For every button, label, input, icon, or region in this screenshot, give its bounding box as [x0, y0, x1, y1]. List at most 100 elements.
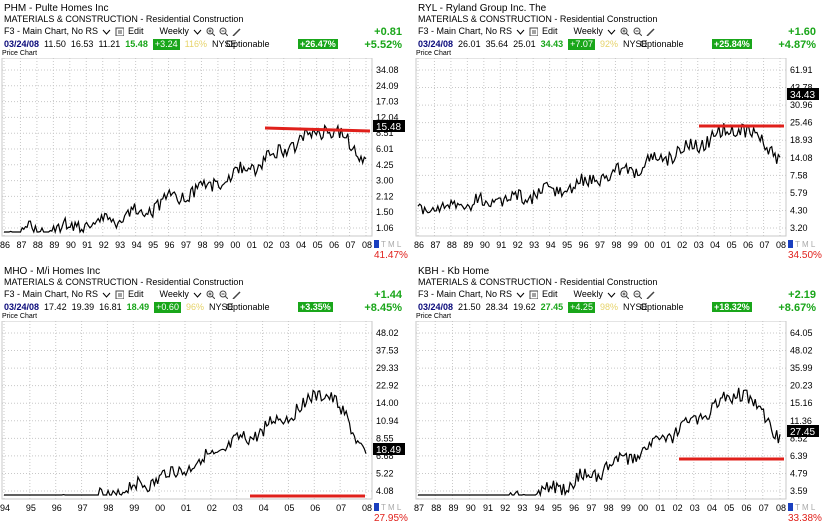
zoom-out-icon[interactable] — [219, 27, 228, 36]
chevron-down-icon[interactable] — [102, 27, 111, 36]
edit-icon[interactable] — [115, 27, 125, 36]
edit-button[interactable]: Edit — [128, 26, 144, 36]
plot-border — [415, 58, 787, 237]
optionable-label: Optionable — [226, 302, 270, 312]
edit-icon[interactable] — [115, 290, 125, 299]
change-badge: +0.60 — [154, 302, 181, 313]
x-tick-label: 04 — [296, 240, 306, 250]
y-tick-label: 37.53 — [376, 346, 399, 356]
tml-label[interactable]: T M L — [795, 240, 816, 249]
x-tick-label: 89 — [463, 240, 473, 250]
x-tick-label: 00 — [155, 503, 165, 513]
zoom-out-icon[interactable] — [219, 290, 228, 299]
chevron-down-icon[interactable] — [193, 27, 202, 36]
chevron-down-icon[interactable] — [193, 290, 202, 299]
zoom-in-icon[interactable] — [620, 27, 629, 36]
time-marker[interactable] — [374, 240, 379, 248]
edit-button[interactable]: Edit — [128, 289, 144, 299]
x-tick-label: 96 — [579, 240, 589, 250]
x-tick-label: 98 — [611, 240, 621, 250]
x-tick-label: 04 — [259, 503, 269, 513]
x-tick-label: 08 — [362, 240, 372, 250]
chart-panel-mho: MHO - M/i Homes Inc MATERIALS & CONSTRUC… — [0, 263, 408, 522]
price-chart: 48.02 37.53 29.33 22.92 14.00 10.94 8.55 6.68 5.… — [0, 321, 408, 522]
quote-low: 16.81 — [99, 302, 122, 312]
chevron-down-icon[interactable] — [516, 27, 525, 36]
x-tick-label: 08 — [776, 503, 786, 513]
x-tick-label: 99 — [628, 240, 638, 250]
x-tick-label: 03 — [690, 503, 700, 513]
sector-label: MATERIALS & CONSTRUCTION - Residential C… — [4, 14, 244, 24]
tml-label[interactable]: T M L — [381, 240, 402, 249]
zoom-out-icon[interactable] — [633, 290, 642, 299]
x-tick-label: 94 — [535, 503, 545, 513]
change-abs: +1.60 — [788, 26, 816, 38]
zoom-out-icon[interactable] — [633, 27, 642, 36]
chart-select[interactable]: F3 - Main Chart, No RS — [418, 26, 513, 36]
edit-icon[interactable] — [529, 290, 539, 299]
y-tick-label: 18.93 — [790, 135, 813, 145]
chevron-down-icon[interactable] — [607, 290, 616, 299]
edit-button[interactable]: Edit — [542, 26, 558, 36]
chevron-down-icon[interactable] — [607, 27, 616, 36]
edit-icon[interactable] — [529, 27, 539, 36]
quote-close: 15.48 — [125, 39, 148, 49]
chart-select[interactable]: F3 - Main Chart, No RS — [4, 26, 99, 36]
chart-select[interactable]: F3 - Main Chart, No RS — [418, 289, 513, 299]
y-tick-label: 8.52 — [790, 433, 808, 443]
x-tick-label: 89 — [448, 503, 458, 513]
x-tick-label: 93 — [529, 240, 539, 250]
x-tick-label: 99 — [214, 240, 224, 250]
ratio-badge: +3.35% — [298, 302, 333, 312]
quote-low: 25.01 — [513, 39, 536, 49]
x-tick-label: 05 — [724, 503, 734, 513]
draw-tool-icon[interactable] — [232, 27, 241, 36]
chevron-down-icon[interactable] — [516, 290, 525, 299]
chevron-down-icon[interactable] — [102, 290, 111, 299]
quote-date: 03/24/08 — [4, 39, 40, 49]
draw-tool-icon[interactable] — [232, 290, 241, 299]
period-select[interactable]: Weekly — [573, 26, 603, 36]
chart-panel-kbh: KBH - Kb Home MATERIALS & CONSTRUCTION -… — [414, 263, 822, 522]
y-tick-label: 8.51 — [376, 128, 394, 138]
period-select[interactable]: Weekly — [159, 26, 189, 36]
draw-tool-icon[interactable] — [646, 290, 655, 299]
panel-header: KBH - Kb Home MATERIALS & CONSTRUCTION -… — [414, 263, 822, 325]
price-chart-label: Price Chart — [2, 313, 38, 320]
x-tick-label: 02 — [207, 503, 217, 513]
time-marker[interactable] — [788, 240, 793, 248]
quote-high: 28.34 — [485, 302, 509, 312]
change-badge: +3.24 — [152, 39, 180, 50]
x-tick-label: 99 — [129, 503, 139, 513]
draw-tool-icon[interactable] — [646, 27, 655, 36]
x-tick-label: 87 — [414, 503, 424, 513]
x-tick-label: 93 — [115, 240, 125, 250]
y-tick-label: 4.30 — [790, 205, 808, 215]
tml-label[interactable]: T M L — [795, 503, 816, 512]
last-price-box — [373, 443, 405, 455]
y-tick-label: 22.92 — [376, 381, 399, 391]
y-tick-label: 5.79 — [790, 188, 808, 198]
price-line — [4, 389, 367, 497]
edit-button[interactable]: Edit — [542, 289, 558, 299]
x-tick-label: 04 — [707, 503, 717, 513]
time-marker[interactable] — [788, 503, 793, 511]
x-tick-label: 08 — [362, 503, 372, 513]
chart-controls: F3 - Main Chart, No RS Edit Weekly — [4, 26, 241, 37]
period-select[interactable]: Weekly — [573, 289, 603, 299]
zoom-in-icon[interactable] — [206, 290, 215, 299]
y-tick-label: 48.02 — [376, 328, 399, 338]
x-tick-label: 88 — [431, 503, 441, 513]
x-tick-label: 91 — [82, 240, 92, 250]
x-tick-label: 89 — [49, 240, 59, 250]
x-tick-label: 07 — [759, 503, 769, 513]
zoom-in-icon[interactable] — [206, 27, 215, 36]
last-price-box — [787, 88, 819, 100]
period-select[interactable]: Weekly — [159, 289, 189, 299]
chart-select[interactable]: F3 - Main Chart, No RS — [4, 289, 99, 299]
tml-label[interactable]: T M L — [381, 503, 402, 512]
exchange-label: NYSE — [208, 302, 234, 312]
zoom-in-icon[interactable] — [620, 290, 629, 299]
time-marker[interactable] — [374, 503, 379, 511]
x-tick-label: 00 — [230, 240, 240, 250]
